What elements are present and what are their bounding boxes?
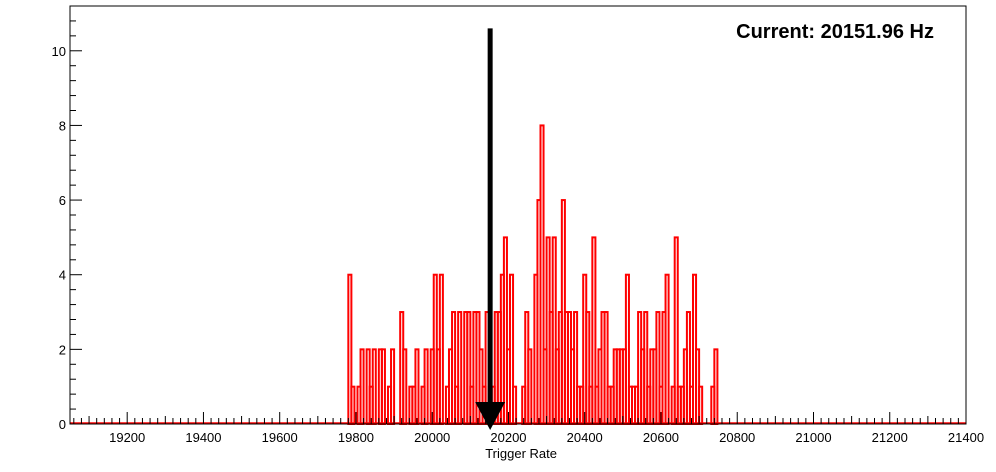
x-tick-label: 19400 [185, 430, 221, 445]
x-tick-label: 21400 [948, 430, 984, 445]
x-tick-label: 20200 [490, 430, 526, 445]
current-rate-annotation: Current: 20151.96 Hz [736, 21, 934, 43]
x-tick-label: 21000 [795, 430, 831, 445]
y-tick-label: 2 [59, 342, 66, 357]
x-tick-label: 19600 [262, 430, 298, 445]
y-tick-label: 6 [59, 193, 66, 208]
y-tick-label: 8 [59, 118, 66, 133]
x-tick-label: 21200 [872, 430, 908, 445]
x-tick-label: 20000 [414, 430, 450, 445]
y-tick-label: 0 [59, 417, 66, 432]
x-tick-label: 20400 [567, 430, 603, 445]
x-tick-label: 20600 [643, 430, 679, 445]
x-tick-label: 19200 [109, 430, 145, 445]
y-tick-label: 10 [52, 44, 66, 59]
x-tick-label: 19800 [338, 430, 374, 445]
current-rate-arrow-head [475, 402, 506, 430]
x-tick-label: 20800 [719, 430, 755, 445]
axes: 0 2 4 6 8 10 19200 19400 19600 19800 20000 20200 204… [52, 5, 984, 445]
x-axis-title: Trigger Rate [485, 446, 557, 461]
y-tick-label: 4 [59, 268, 66, 283]
